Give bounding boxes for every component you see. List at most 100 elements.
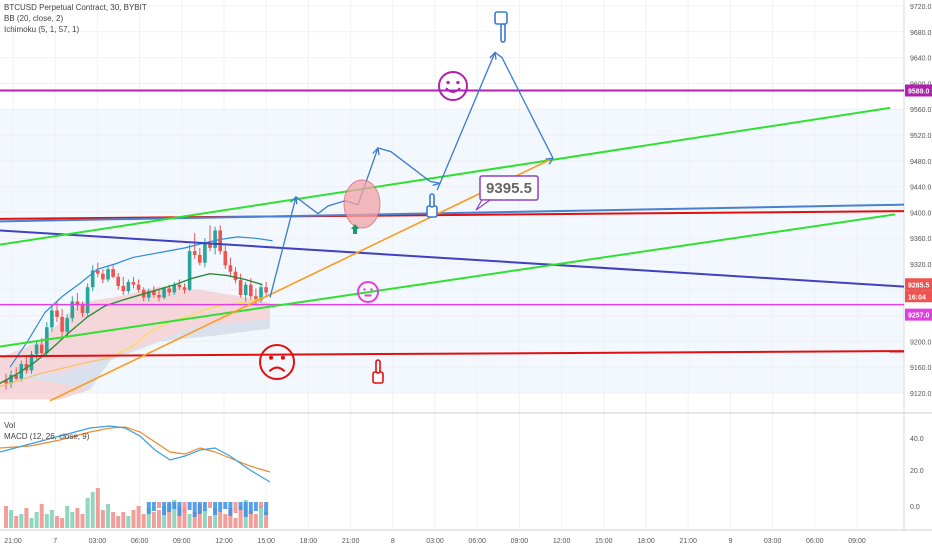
smiley-angry-icon-mouth: [268, 366, 286, 373]
macd-histogram-bar: [157, 502, 161, 508]
candle-body: [121, 285, 126, 292]
price-tick-label: 9120.0: [910, 391, 932, 398]
price-tag-countdown-bg: [905, 290, 932, 303]
price-tag-resistance-bg: [905, 84, 932, 97]
callout-box: [479, 175, 539, 201]
volume-bar: [182, 508, 187, 528]
candle-body: [249, 284, 253, 297]
volume-bar: [121, 512, 126, 528]
callout-pointer: [475, 199, 492, 211]
price-tag-last-bg: [905, 278, 932, 291]
volume-bar: [141, 514, 146, 528]
volume-bar: [172, 500, 177, 528]
candle-body: [131, 282, 136, 285]
time-tick-label: 12:00: [553, 538, 571, 545]
candle-body: [136, 284, 141, 290]
candle-body: [101, 273, 105, 280]
candle-body: [254, 296, 258, 301]
macd-histogram-bar: [233, 502, 238, 513]
price-tick-label: 9680.0: [910, 30, 932, 37]
candle-body: [187, 251, 192, 290]
candle-body: [162, 288, 166, 298]
volume-bar: [9, 510, 14, 528]
macd-histogram-bar: [264, 502, 269, 515]
time-tick-label: 06:00: [468, 538, 486, 545]
candle-body: [75, 301, 80, 306]
legend-vol[interactable]: Vol: [4, 421, 16, 430]
price-tick-label: 9320.0: [910, 262, 932, 269]
volume-bar: [238, 506, 243, 528]
volume-bar: [192, 512, 197, 528]
green-channel-upper: [0, 106, 891, 246]
pointing-hand-red-icon: [372, 359, 384, 384]
price-tick-label: 9720.0: [910, 4, 932, 11]
macd-histogram-bar: [197, 502, 202, 514]
callout-value: 9395.5: [486, 180, 532, 197]
macd-histogram-bar: [208, 502, 212, 508]
legend-macd[interactable]: MACD (12, 26, close, 9): [4, 432, 90, 441]
volume-bar: [55, 516, 59, 528]
time-tick-label: 06:00: [131, 538, 149, 545]
red-horizontal-line-lower: [0, 350, 905, 358]
candle-body: [182, 287, 187, 290]
price-tag-last-text: 9285.5: [908, 282, 930, 289]
smiley-neutral-icon: [357, 281, 379, 303]
price-tag-last: 9285.5: [905, 278, 932, 291]
candle-body: [50, 310, 54, 328]
time-tick-label: 03:00: [426, 538, 444, 545]
macd-histogram-bar: [162, 502, 167, 515]
price-tick-label: 9640.0: [910, 56, 932, 63]
price-tag-countdown: 16:04: [905, 290, 932, 303]
macd-histogram-bar: [253, 502, 258, 511]
projected-price-path: [269, 51, 554, 298]
smiley-happy-icon-eye: [446, 80, 450, 85]
pointing-hand-red-icon-finger: [375, 359, 381, 374]
legend-symbol[interactable]: BTCUSD Perpetual Contract, 30, BYBIT: [4, 3, 147, 12]
candle-body: [9, 374, 13, 384]
green-channel-lower: [0, 213, 896, 348]
forecast-shade: [0, 109, 904, 393]
candle-body: [157, 294, 161, 298]
red-horizontal-line-upper: [0, 210, 905, 220]
time-tick-label: 18:00: [637, 538, 655, 545]
hand-top-palm: [494, 11, 508, 25]
time-tick-label: 15:00: [595, 538, 613, 545]
volume-bar: [75, 508, 80, 528]
time-tick-label: 21:00: [342, 538, 360, 545]
macd-line: [0, 425, 271, 483]
smiley-happy-icon-mouth: [445, 87, 461, 93]
time-tick-label: 09:00: [848, 538, 866, 545]
volume-bar: [131, 510, 136, 528]
macd-histogram-bar: [243, 502, 248, 517]
macd-histogram-bar: [223, 502, 228, 509]
candle-body: [203, 243, 207, 263]
legend-bb[interactable]: BB (20, close, 2): [4, 14, 64, 23]
macd-histogram-bar: [192, 502, 197, 517]
time-tick-label: 09:00: [173, 538, 191, 545]
descending-trend-line: [0, 229, 905, 288]
candle-body: [167, 288, 171, 293]
volume-bar: [65, 506, 70, 528]
macd-histogram-bar: [228, 502, 233, 516]
volume-bar: [213, 508, 218, 528]
candle-body: [39, 344, 44, 354]
price-tag-countdown-text: 16:04: [908, 294, 926, 301]
highlight-circle: [343, 179, 381, 229]
path-arrowhead: [372, 147, 380, 156]
price-tag-resistance: 9589.0: [905, 84, 932, 97]
candle-body: [172, 284, 177, 293]
candle-body: [96, 270, 100, 274]
legend-ichimoku[interactable]: Ichimoku (5, 1, 57, 1): [4, 25, 80, 34]
volume-bar: [218, 512, 223, 528]
ichimoku-base-line: [0, 356, 111, 388]
candle-body: [152, 291, 156, 295]
candle-body: [213, 230, 217, 248]
volume-bar: [116, 516, 121, 528]
time-tick-label: 03:00: [764, 538, 782, 545]
path-arrowhead: [545, 157, 554, 165]
candle-body: [177, 284, 182, 288]
smiley-neutral-icon-eye: [370, 288, 373, 291]
volume-bar: [60, 518, 65, 528]
path-arrowhead: [489, 51, 497, 60]
